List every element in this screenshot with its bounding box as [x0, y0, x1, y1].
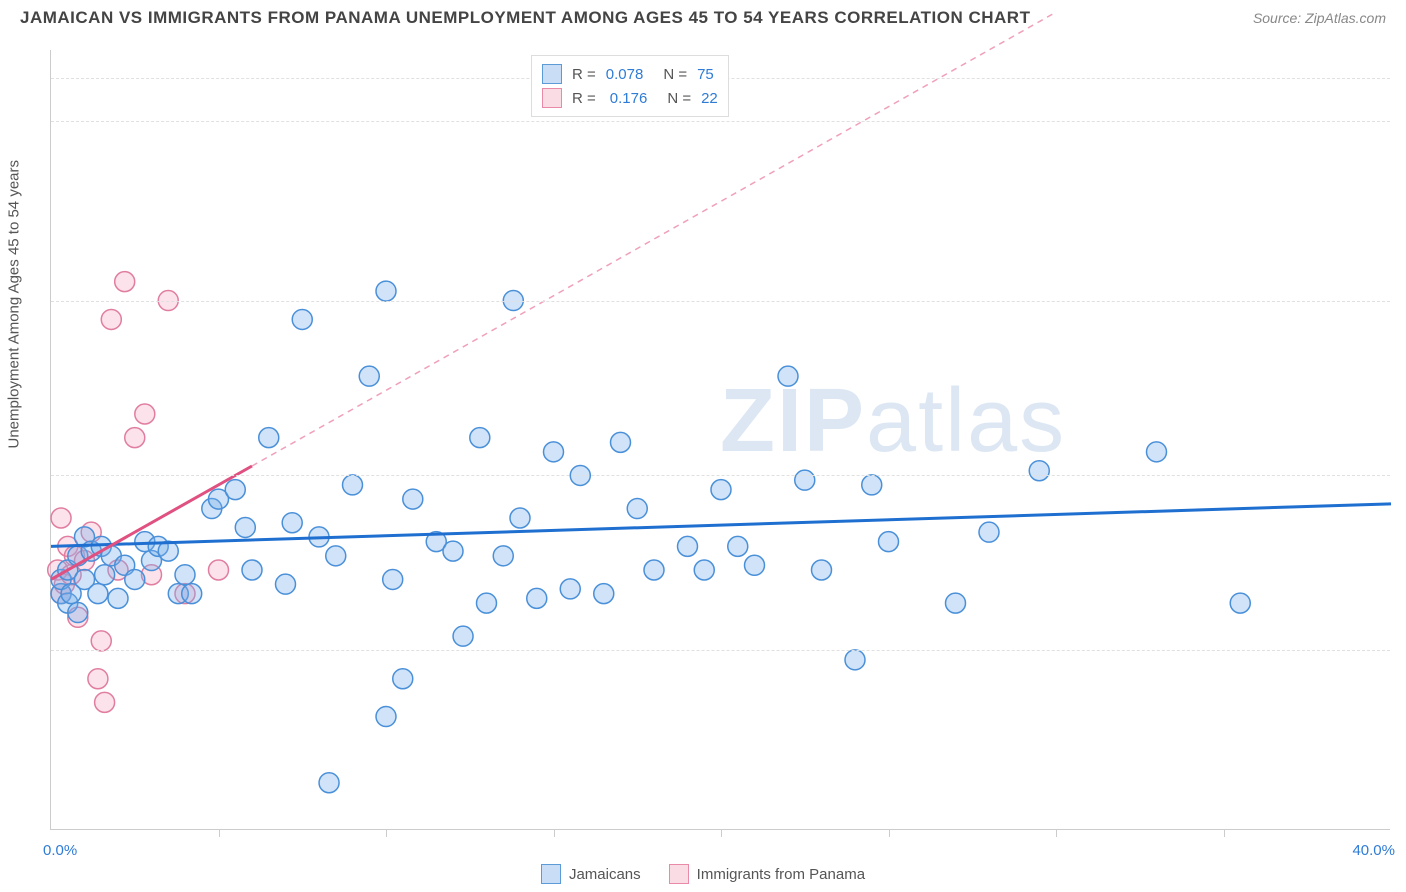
data-point — [282, 513, 302, 533]
y-tick-label: 3.8% — [1395, 642, 1406, 659]
data-point — [68, 603, 88, 623]
data-point — [88, 584, 108, 604]
data-point — [678, 536, 698, 556]
data-point — [812, 560, 832, 580]
data-point — [376, 281, 396, 301]
x-tick — [1056, 829, 1057, 837]
data-point — [95, 692, 115, 712]
scatter-svg — [51, 50, 1390, 829]
data-point — [101, 309, 121, 329]
x-tick — [386, 829, 387, 837]
data-point — [1029, 461, 1049, 481]
y-tick-label: 7.5% — [1395, 467, 1406, 484]
data-point — [326, 546, 346, 566]
data-point — [95, 565, 115, 585]
y-tick-label: 15.0% — [1395, 112, 1406, 129]
data-point — [259, 428, 279, 448]
chart-plot-area: 15.0%11.2%7.5%3.8% 0.0% 40.0% R = 0.078 … — [50, 50, 1390, 830]
data-point — [694, 560, 714, 580]
data-point — [1230, 593, 1250, 613]
data-point — [862, 475, 882, 495]
data-point — [560, 579, 580, 599]
data-point — [527, 588, 547, 608]
data-point — [242, 560, 262, 580]
x-tick — [721, 829, 722, 837]
data-point — [115, 272, 135, 292]
data-point — [845, 650, 865, 670]
data-point — [453, 626, 473, 646]
data-point — [235, 517, 255, 537]
data-point — [125, 569, 145, 589]
x-axis-min-label: 0.0% — [43, 842, 77, 859]
x-tick — [889, 829, 890, 837]
swatch-blue-icon — [541, 864, 561, 884]
stats-row-panama: R = 0.176 N = 22 — [542, 86, 718, 110]
data-point — [728, 536, 748, 556]
swatch-blue-icon — [542, 64, 562, 84]
data-point — [125, 428, 145, 448]
x-tick — [554, 829, 555, 837]
data-point — [544, 442, 564, 462]
data-point — [611, 432, 631, 452]
swatch-pink-icon — [669, 864, 689, 884]
data-point — [470, 428, 490, 448]
data-point — [443, 541, 463, 561]
gridline — [51, 475, 1390, 476]
data-point — [393, 669, 413, 689]
gridline — [51, 650, 1390, 651]
data-point — [795, 470, 815, 490]
data-point — [493, 546, 513, 566]
data-point — [711, 480, 731, 500]
data-point — [778, 366, 798, 386]
stats-row-jamaicans: R = 0.078 N = 75 — [542, 62, 718, 86]
data-point — [319, 773, 339, 793]
data-point — [383, 569, 403, 589]
data-point — [594, 584, 614, 604]
data-point — [359, 366, 379, 386]
data-point — [91, 631, 111, 651]
x-axis-max-label: 40.0% — [1352, 842, 1395, 859]
data-point — [1147, 442, 1167, 462]
gridline — [51, 301, 1390, 302]
data-point — [175, 565, 195, 585]
legend-item-jamaicans: Jamaicans — [541, 864, 641, 884]
x-tick — [1224, 829, 1225, 837]
swatch-pink-icon — [542, 88, 562, 108]
y-axis-title: Unemployment Among Ages 45 to 54 years — [6, 160, 23, 449]
data-point — [343, 475, 363, 495]
y-tick-label: 11.2% — [1395, 292, 1406, 309]
legend-item-panama: Immigrants from Panama — [669, 864, 865, 884]
data-point — [88, 669, 108, 689]
data-point — [182, 584, 202, 604]
data-point — [745, 555, 765, 575]
source-attribution: Source: ZipAtlas.com — [1253, 10, 1386, 26]
chart-title: JAMAICAN VS IMMIGRANTS FROM PANAMA UNEMP… — [20, 8, 1030, 28]
data-point — [276, 574, 296, 594]
data-point — [979, 522, 999, 542]
stats-legend: R = 0.078 N = 75 R = 0.176 N = 22 — [531, 55, 729, 117]
data-point — [108, 588, 128, 608]
data-point — [644, 560, 664, 580]
data-point — [292, 309, 312, 329]
gridline — [51, 121, 1390, 122]
data-point — [225, 480, 245, 500]
data-point — [135, 404, 155, 424]
data-point — [477, 593, 497, 613]
series-legend: Jamaicans Immigrants from Panama — [0, 864, 1406, 884]
data-point — [946, 593, 966, 613]
data-point — [879, 532, 899, 552]
data-point — [403, 489, 423, 509]
data-point — [510, 508, 530, 528]
x-tick — [219, 829, 220, 837]
data-point — [209, 560, 229, 580]
data-point — [376, 707, 396, 727]
data-point — [627, 499, 647, 519]
data-point — [51, 508, 71, 528]
